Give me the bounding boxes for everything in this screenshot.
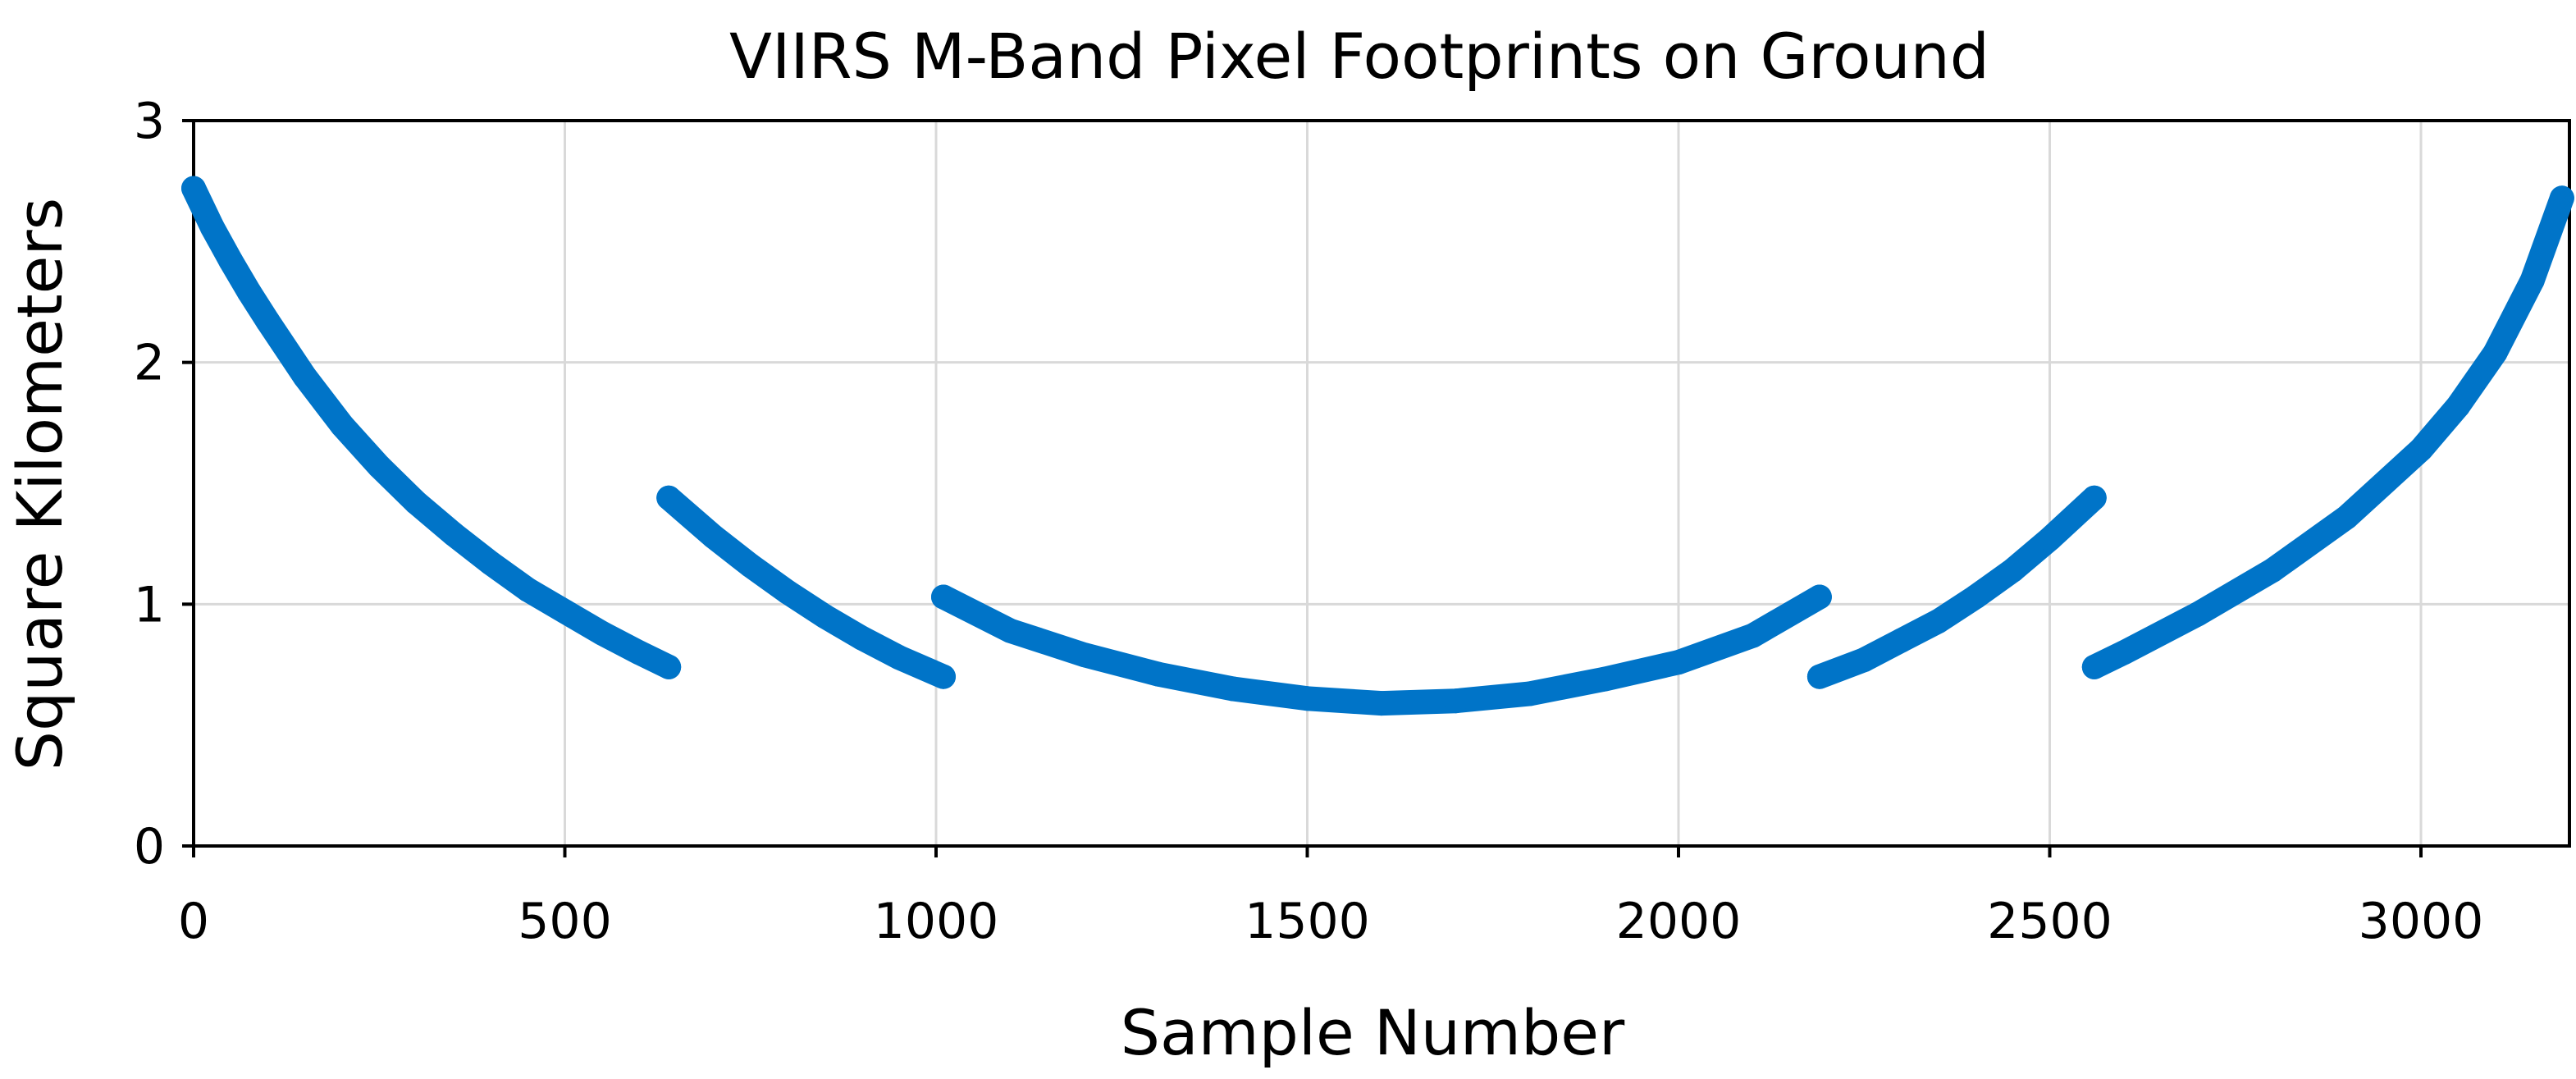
data-point	[1295, 686, 1320, 711]
data-point	[2037, 526, 2062, 551]
data-point	[627, 640, 651, 665]
data-point	[589, 620, 614, 646]
data-point	[1072, 642, 1097, 668]
x-axis: 0 500 1000 1500 2000 2500 3000	[178, 846, 2483, 950]
data-point	[1963, 584, 1988, 610]
y-tick-label: 2	[134, 335, 165, 392]
data-point	[1369, 691, 1394, 716]
data-point	[775, 579, 800, 605]
data-point	[218, 248, 244, 273]
data-point	[367, 454, 392, 479]
chart-title: VIIRS M-Band Pixel Footprints on Ground	[729, 20, 1989, 93]
data-point	[478, 551, 503, 576]
x-tick-label: 3000	[2359, 893, 2484, 950]
data-point	[1666, 650, 1691, 675]
data-point	[849, 625, 875, 651]
x-tick-label: 0	[178, 893, 209, 950]
data-point	[552, 599, 578, 624]
x-tick-label: 1500	[1245, 893, 1370, 950]
data-point	[2549, 185, 2574, 211]
data-point	[2185, 601, 2211, 627]
data-point	[1806, 664, 1832, 689]
data-point	[931, 584, 956, 610]
data-point	[515, 577, 541, 602]
y-axis: 0 1 2 3	[134, 93, 194, 876]
data-point	[738, 553, 763, 578]
data-point	[1518, 681, 1542, 706]
data-point	[1852, 647, 1877, 673]
series-segment-1	[181, 176, 682, 679]
data-point	[404, 490, 429, 515]
data-point	[441, 521, 466, 546]
plot-area	[181, 119, 2574, 848]
data-point	[255, 309, 281, 334]
x-tick-label: 500	[518, 893, 612, 950]
x-tick-label: 2500	[1987, 893, 2112, 950]
data-point	[199, 214, 225, 240]
data-point	[2446, 393, 2471, 418]
data-point	[2000, 558, 2026, 583]
data-point	[2334, 505, 2359, 530]
data-point	[330, 413, 354, 438]
x-tick-label: 1000	[874, 893, 999, 950]
plot-border	[192, 119, 2571, 848]
x-tick-label: 2000	[1616, 893, 1742, 950]
data-point	[1740, 623, 1765, 648]
data-point	[2081, 485, 2107, 510]
grid	[194, 121, 2569, 846]
y-tick-label: 1	[134, 576, 165, 633]
data-point	[656, 654, 682, 679]
data-point	[181, 176, 206, 201]
data-point	[236, 280, 262, 305]
series-segment-5	[2081, 185, 2574, 679]
data-point	[1146, 661, 1172, 687]
data-point	[998, 618, 1023, 643]
data-point	[812, 604, 838, 629]
data-point	[1221, 676, 1245, 702]
data-point	[2081, 654, 2107, 679]
data-point	[2482, 340, 2508, 365]
data-point	[1925, 609, 1951, 633]
data-point	[2409, 437, 2433, 462]
data-point	[886, 645, 911, 670]
y-axis-label: Square Kilometers	[3, 198, 76, 770]
data-point	[292, 364, 317, 390]
data-point	[2112, 640, 2136, 665]
data-point	[1592, 666, 1617, 692]
data-point	[656, 485, 682, 510]
data-point	[1806, 584, 1832, 610]
y-tick-label: 0	[134, 818, 165, 876]
data-point	[701, 523, 726, 549]
data-point	[931, 664, 956, 689]
y-tick-label: 3	[134, 93, 165, 150]
data-point	[2260, 558, 2285, 583]
data-point	[1889, 628, 1914, 653]
x-axis-label: Sample Number	[1121, 996, 1625, 1069]
data-point	[2519, 267, 2545, 293]
data-point	[1443, 688, 1468, 714]
